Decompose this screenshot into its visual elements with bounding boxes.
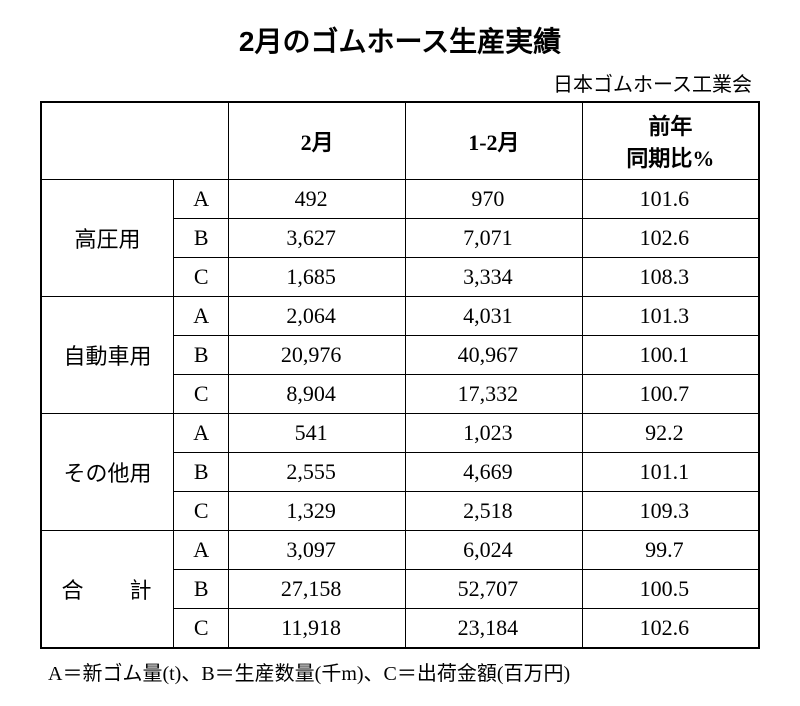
- cell-value: 101.6: [582, 180, 759, 219]
- cell-value: 4,669: [406, 453, 583, 492]
- cell-value: 100.1: [582, 336, 759, 375]
- cell-value: 102.6: [582, 219, 759, 258]
- cell-value: 7,071: [406, 219, 583, 258]
- footnote: A＝新ゴム量(t)、B＝生産数量(千m)、C＝出荷金額(百万円): [40, 657, 760, 686]
- cell-value: 40,967: [406, 336, 583, 375]
- cell-value: 8,904: [229, 375, 406, 414]
- cell-value: 2,064: [229, 297, 406, 336]
- cell-value: 1,329: [229, 492, 406, 531]
- production-table: 2月 1-2月 前年 同期比% 高圧用 A 492 970 101.6 B 3,…: [40, 101, 760, 649]
- cell-value: 1,023: [406, 414, 583, 453]
- table-row: 合 計 A 3,097 6,024 99.7: [41, 531, 759, 570]
- page-subtitle: 日本ゴムホース工業会: [40, 68, 760, 97]
- cell-value: 3,627: [229, 219, 406, 258]
- header-jan-feb: 1-2月: [406, 102, 583, 180]
- cell-value: 102.6: [582, 609, 759, 649]
- category-other: その他用: [41, 414, 174, 531]
- metric-label: C: [174, 492, 229, 531]
- cell-value: 3,334: [406, 258, 583, 297]
- metric-label: B: [174, 570, 229, 609]
- table-row: 自動車用 A 2,064 4,031 101.3: [41, 297, 759, 336]
- table-header-row: 2月 1-2月 前年 同期比%: [41, 102, 759, 180]
- cell-value: 2,518: [406, 492, 583, 531]
- cell-value: 11,918: [229, 609, 406, 649]
- cell-value: 27,158: [229, 570, 406, 609]
- category-high-pressure: 高圧用: [41, 180, 174, 297]
- metric-label: B: [174, 336, 229, 375]
- table-row: その他用 A 541 1,023 92.2: [41, 414, 759, 453]
- cell-value: 970: [406, 180, 583, 219]
- header-yoy: 前年 同期比%: [582, 102, 759, 180]
- cell-value: 20,976: [229, 336, 406, 375]
- metric-label: A: [174, 180, 229, 219]
- metric-label: C: [174, 258, 229, 297]
- cell-value: 541: [229, 414, 406, 453]
- header-feb: 2月: [229, 102, 406, 180]
- metric-label: A: [174, 414, 229, 453]
- cell-value: 100.7: [582, 375, 759, 414]
- cell-value: 99.7: [582, 531, 759, 570]
- metric-label: A: [174, 531, 229, 570]
- cell-value: 109.3: [582, 492, 759, 531]
- cell-value: 492: [229, 180, 406, 219]
- cell-value: 2,555: [229, 453, 406, 492]
- cell-value: 17,332: [406, 375, 583, 414]
- header-empty: [41, 102, 229, 180]
- cell-value: 108.3: [582, 258, 759, 297]
- cell-value: 3,097: [229, 531, 406, 570]
- metric-label: A: [174, 297, 229, 336]
- category-automotive: 自動車用: [41, 297, 174, 414]
- header-yoy-line1: 前年: [648, 114, 692, 139]
- metric-label: B: [174, 453, 229, 492]
- metric-label: C: [174, 375, 229, 414]
- cell-value: 101.3: [582, 297, 759, 336]
- cell-value: 100.5: [582, 570, 759, 609]
- header-yoy-line2: 同期比%: [626, 146, 714, 171]
- metric-label: C: [174, 609, 229, 649]
- cell-value: 4,031: [406, 297, 583, 336]
- cell-value: 92.2: [582, 414, 759, 453]
- table-row: 高圧用 A 492 970 101.6: [41, 180, 759, 219]
- cell-value: 101.1: [582, 453, 759, 492]
- category-total: 合 計: [41, 531, 174, 649]
- cell-value: 1,685: [229, 258, 406, 297]
- cell-value: 52,707: [406, 570, 583, 609]
- metric-label: B: [174, 219, 229, 258]
- page-title: 2月のゴムホース生産実績: [40, 20, 760, 60]
- cell-value: 6,024: [406, 531, 583, 570]
- cell-value: 23,184: [406, 609, 583, 649]
